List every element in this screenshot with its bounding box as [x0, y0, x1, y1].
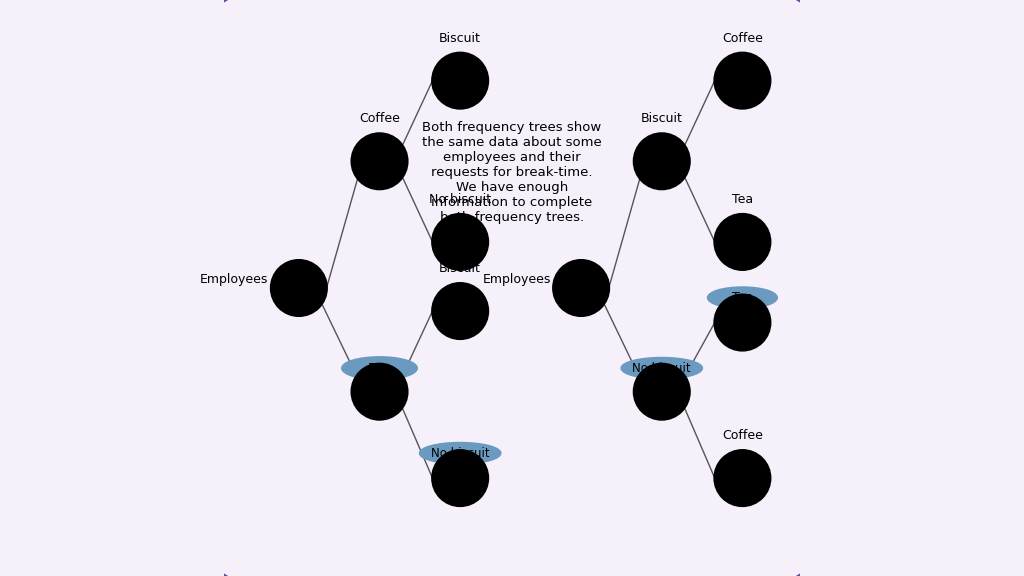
- Text: Tea: Tea: [732, 193, 753, 206]
- Text: Coffee: Coffee: [359, 112, 400, 126]
- Circle shape: [634, 364, 689, 419]
- Circle shape: [715, 214, 770, 270]
- Ellipse shape: [342, 357, 417, 379]
- Text: Tea: Tea: [369, 362, 390, 374]
- Circle shape: [715, 53, 770, 108]
- Text: 4: 4: [736, 469, 749, 487]
- Text: 15: 15: [447, 469, 473, 487]
- Circle shape: [352, 134, 408, 189]
- Text: Employees: Employees: [482, 273, 551, 286]
- Circle shape: [432, 214, 487, 270]
- Ellipse shape: [622, 358, 702, 378]
- FancyBboxPatch shape: [213, 0, 811, 576]
- Text: No biscuit: No biscuit: [429, 193, 492, 206]
- Text: Employees: Employees: [200, 273, 268, 286]
- Text: Coffee: Coffee: [722, 429, 763, 442]
- Text: Biscuit: Biscuit: [439, 262, 481, 275]
- Text: Coffee: Coffee: [722, 32, 763, 45]
- Text: Both frequency trees show
the same data about some
employees and their
requests : Both frequency trees show the same data …: [422, 122, 602, 224]
- Circle shape: [432, 283, 487, 339]
- Text: Tea: Tea: [732, 291, 753, 304]
- Circle shape: [271, 260, 327, 316]
- Circle shape: [432, 450, 487, 506]
- Text: Biscuit: Biscuit: [641, 112, 683, 126]
- Ellipse shape: [420, 443, 501, 464]
- Text: 6: 6: [454, 71, 466, 90]
- Text: 20: 20: [730, 233, 755, 251]
- Circle shape: [352, 364, 408, 419]
- Circle shape: [432, 53, 487, 108]
- Text: No biscuit: No biscuit: [431, 447, 489, 460]
- Ellipse shape: [708, 287, 777, 308]
- Circle shape: [634, 134, 689, 189]
- Circle shape: [715, 450, 770, 506]
- Text: Biscuit: Biscuit: [439, 32, 481, 45]
- Circle shape: [715, 295, 770, 350]
- Circle shape: [553, 260, 608, 316]
- Text: No biscuit: No biscuit: [633, 362, 691, 374]
